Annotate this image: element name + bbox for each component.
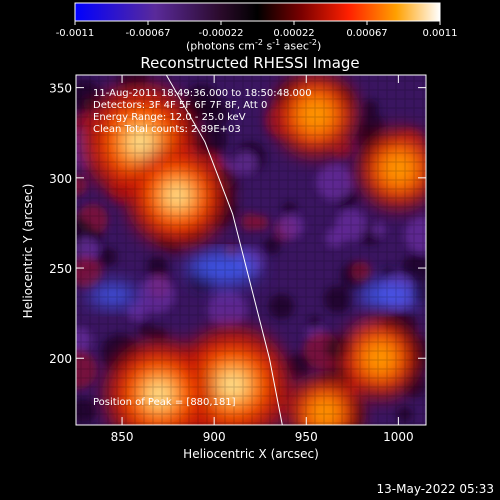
colorbar-tick-label: 0.0011	[423, 28, 458, 39]
annotation-peak-position: Position of Peak = [880,181]	[93, 397, 236, 408]
colorbar-tick-label: -0.0011	[56, 28, 95, 39]
plot-frame	[75, 74, 427, 426]
solar-limb-line	[165, 75, 283, 425]
footer-date: 13-May-2022 05:33	[376, 482, 494, 496]
colorbar-units: (photons cm-2 s-1 asec-2)	[186, 38, 322, 53]
annotation-energy-range: Energy Range: 12.0 - 25.0 keV	[93, 112, 246, 123]
plot-title: Reconstructed RHESSI Image	[140, 54, 360, 72]
x-tick-label: 950	[295, 430, 318, 444]
annotation-detectors: Detectors: 3F 4F 5F 6F 7F 8F, Att 0	[93, 100, 268, 111]
x-axis-ticks: 850 900 950 1000	[111, 75, 414, 444]
y-tick-label: 350	[49, 82, 72, 96]
x-tick-label: 900	[203, 430, 226, 444]
x-tick-label: 1000	[383, 430, 414, 444]
colorbar-tick-label: 0.00022	[273, 28, 314, 39]
colorbar: -0.0011 -0.00067 -0.00022 0.00022 0.00067 0.0…	[56, 2, 458, 39]
annotation-clean-counts: Clean Total counts: 2.89E+03	[93, 124, 241, 135]
annotation-time-range: 11-Aug-2011 18:49:36.000 to 18:50:48.000	[93, 88, 312, 99]
colorbar-tick-label: -0.00022	[199, 28, 244, 39]
y-tick-label: 200	[49, 352, 72, 366]
x-axis-label: Heliocentric X (arcsec)	[183, 447, 319, 461]
colorbar-tick-label: -0.00067	[126, 28, 171, 39]
y-axis-label: Heliocentric Y (arcsec)	[21, 183, 35, 319]
y-tick-label: 300	[49, 172, 72, 186]
x-tick-label: 850	[111, 430, 134, 444]
colorbar-ticks: -0.0011 -0.00067 -0.00022 0.00022 0.00067 0.0…	[56, 21, 458, 39]
y-axis-ticks: 200 250 300 350	[49, 82, 426, 366]
y-tick-label: 250	[49, 262, 72, 276]
colorbar-tick-label: 0.00067	[346, 28, 387, 39]
colorbar-gradient	[74, 2, 441, 22]
